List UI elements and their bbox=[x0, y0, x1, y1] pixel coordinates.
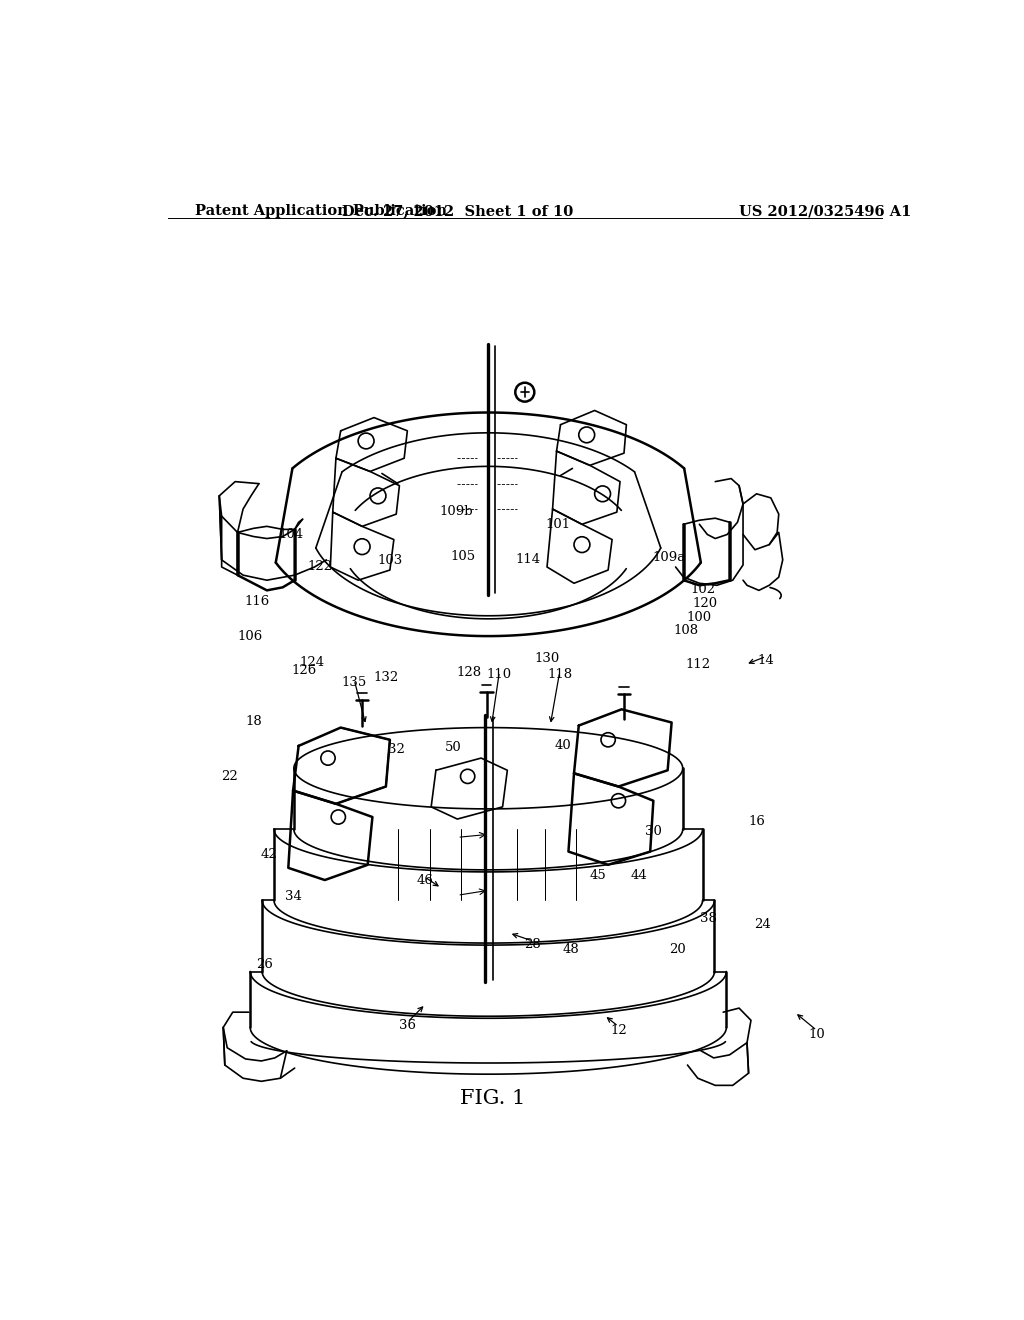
Text: 109a: 109a bbox=[652, 552, 686, 565]
Text: 114: 114 bbox=[515, 553, 541, 566]
Text: 100: 100 bbox=[687, 611, 712, 624]
Text: 30: 30 bbox=[645, 825, 662, 838]
Text: 32: 32 bbox=[388, 743, 404, 756]
Text: 10: 10 bbox=[809, 1028, 825, 1041]
Text: 38: 38 bbox=[699, 912, 717, 925]
Text: Dec. 27, 2012  Sheet 1 of 10: Dec. 27, 2012 Sheet 1 of 10 bbox=[342, 205, 573, 218]
Text: 128: 128 bbox=[457, 667, 482, 680]
Text: 124: 124 bbox=[300, 656, 325, 669]
Text: 45: 45 bbox=[590, 870, 606, 883]
Text: 132: 132 bbox=[374, 672, 398, 684]
Text: 18: 18 bbox=[245, 715, 262, 729]
Text: 42: 42 bbox=[261, 849, 278, 861]
Text: 104: 104 bbox=[279, 528, 303, 541]
Text: 26: 26 bbox=[256, 958, 273, 972]
Text: 14: 14 bbox=[758, 653, 774, 667]
Text: FIG. 1: FIG. 1 bbox=[461, 1089, 525, 1107]
Text: 110: 110 bbox=[486, 668, 512, 681]
Text: US 2012/0325496 A1: US 2012/0325496 A1 bbox=[738, 205, 911, 218]
Text: 46: 46 bbox=[417, 874, 433, 887]
Text: 122: 122 bbox=[307, 561, 333, 573]
Text: 102: 102 bbox=[690, 583, 715, 595]
Text: 126: 126 bbox=[292, 664, 316, 677]
Text: 105: 105 bbox=[451, 550, 475, 564]
Text: 34: 34 bbox=[285, 890, 301, 903]
Text: 36: 36 bbox=[398, 1019, 416, 1032]
Text: 103: 103 bbox=[377, 554, 402, 568]
Text: 101: 101 bbox=[546, 517, 570, 531]
Text: 24: 24 bbox=[755, 919, 771, 932]
Text: 40: 40 bbox=[555, 739, 571, 752]
Text: 22: 22 bbox=[221, 770, 238, 783]
Text: 48: 48 bbox=[562, 942, 580, 956]
Text: 106: 106 bbox=[238, 630, 263, 643]
Text: 44: 44 bbox=[631, 870, 647, 883]
Text: 109b: 109b bbox=[439, 504, 473, 517]
Text: 120: 120 bbox=[692, 597, 718, 610]
Text: 135: 135 bbox=[342, 676, 367, 689]
Text: 108: 108 bbox=[674, 623, 698, 636]
Text: 28: 28 bbox=[524, 937, 541, 950]
Text: 112: 112 bbox=[685, 659, 711, 671]
Text: 118: 118 bbox=[547, 668, 572, 681]
Text: 12: 12 bbox=[610, 1024, 627, 1038]
Text: 116: 116 bbox=[244, 595, 269, 609]
Text: 16: 16 bbox=[749, 814, 766, 828]
Text: 50: 50 bbox=[445, 742, 462, 755]
Text: 20: 20 bbox=[670, 942, 686, 956]
Text: 130: 130 bbox=[535, 652, 560, 665]
Text: Patent Application Publication: Patent Application Publication bbox=[196, 205, 447, 218]
